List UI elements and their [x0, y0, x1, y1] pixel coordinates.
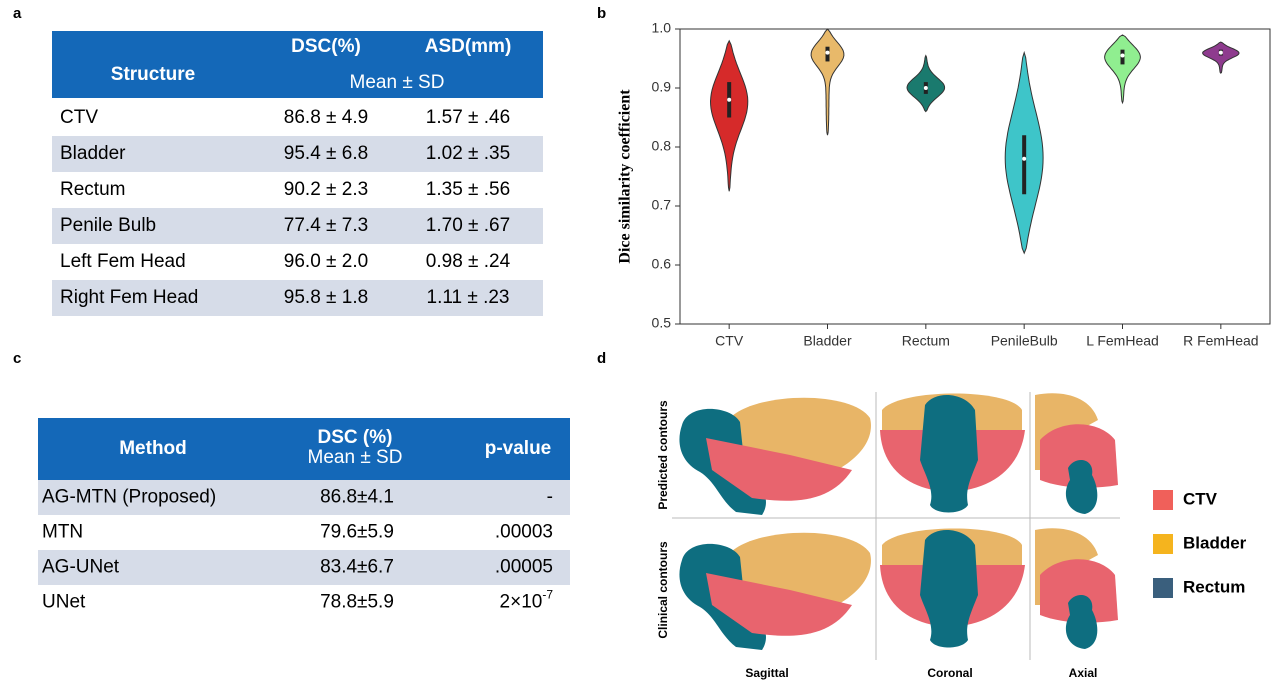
violin [811, 29, 844, 135]
x-tick-label: PenileBulb [991, 333, 1058, 349]
table-a: Structure DSC(%) ASD(mm) Mean ± SD CTV 86… [52, 31, 543, 316]
median [924, 86, 928, 90]
header-cell: DSC(%) [291, 36, 361, 57]
row-label: Predicted contours [656, 400, 670, 510]
table-cell: AG-MTN (Proposed) [42, 487, 216, 508]
panel-label: a [13, 5, 22, 22]
contour-panel: Predicted contours Clinical contours Sag… [656, 392, 1247, 680]
violin [1105, 35, 1141, 103]
table-cell: 1.11 ± .23 [427, 287, 510, 308]
legend-swatch [1153, 534, 1173, 554]
table-cell: 2×10-7 [500, 588, 554, 613]
row-label: Clinical contours [656, 541, 670, 639]
table-cell: MTN [42, 522, 83, 543]
column-label: Axial [1069, 666, 1098, 680]
figure: a b c d Structure DSC(%) ASD(mm) Mean ± … [0, 0, 1273, 685]
table-cell: 86.8 ± 4.9 [284, 107, 368, 128]
median [826, 51, 830, 55]
table-cell: UNet [42, 592, 86, 613]
table-cell: 79.6±5.9 [320, 522, 394, 543]
legend-swatch [1153, 490, 1173, 510]
header-cell: Mean ± SD [308, 447, 403, 468]
contour-row [679, 528, 1118, 650]
legend-label: CTV [1183, 489, 1218, 508]
table-cell: Right Fem Head [60, 287, 198, 308]
table-cell: 83.4±6.7 [320, 557, 394, 578]
header-cell: Mean ± SD [350, 72, 445, 93]
y-tick-label: 1.0 [652, 20, 672, 36]
table-cell: .00003 [495, 522, 553, 543]
p-base: 2×10 [500, 592, 543, 613]
table-cell: 1.02 ± .35 [426, 143, 510, 164]
legend-label: Rectum [1183, 577, 1245, 596]
table-cell: Rectum [60, 179, 125, 200]
p-exponent: -7 [542, 588, 553, 602]
header-cell: Structure [111, 64, 195, 85]
table-cell: AG-UNet [42, 557, 120, 578]
table-c: Method DSC (%) Mean ± SD p-value AG-MTN … [38, 418, 570, 613]
plot-frame [680, 29, 1270, 324]
column-label: Sagittal [745, 666, 788, 680]
table-cell: CTV [60, 107, 98, 128]
violin-chart: 0.5 0.6 0.7 0.8 0.9 1.0 Dice similarity coeffi… [617, 20, 1270, 349]
table-cell: 95.8 ± 1.8 [284, 287, 368, 308]
legend-label: Bladder [1183, 533, 1247, 552]
median [1022, 157, 1026, 161]
column-label: Coronal [927, 666, 972, 680]
table-cell: 90.2 ± 2.3 [284, 179, 368, 200]
header-cell: ASD(mm) [425, 36, 512, 57]
rectum-shape [920, 395, 978, 513]
y-tick-label: 0.8 [652, 138, 672, 154]
panel-label: b [597, 5, 606, 22]
table-cell: 86.8±4.1 [320, 487, 394, 508]
table-cell: 95.4 ± 6.8 [284, 143, 368, 164]
y-tick-label: 0.7 [652, 197, 672, 213]
header-cell: p-value [485, 438, 552, 459]
median [1219, 51, 1223, 55]
table-cell: 1.35 ± .56 [426, 179, 510, 200]
x-tick-label: Rectum [902, 333, 950, 349]
x-tick-label: Bladder [803, 333, 852, 349]
median [1121, 54, 1125, 58]
table-cell: Left Fem Head [60, 251, 186, 272]
panel-label: c [13, 350, 21, 367]
legend-swatch [1153, 578, 1173, 598]
median [727, 98, 731, 102]
table-cell: .00005 [495, 557, 553, 578]
table-cell: - [547, 487, 553, 508]
table-cell: 78.8±5.9 [320, 592, 394, 613]
table-cell: Bladder [60, 143, 126, 164]
table-cell: 1.70 ± .67 [426, 215, 510, 236]
table-cell: 96.0 ± 2.0 [284, 251, 368, 272]
x-tick-label: CTV [715, 333, 744, 349]
y-tick-label: 0.5 [652, 315, 672, 331]
y-tick-label: 0.9 [652, 79, 672, 95]
y-axis-label: Dice similarity coefficient [617, 89, 634, 264]
violin [1203, 42, 1239, 73]
header-cell: DSC (%) [318, 427, 393, 448]
table-cell: 0.98 ± .24 [426, 251, 511, 272]
legend: CTV Bladder Rectum [1153, 489, 1247, 598]
contour-row [679, 393, 1118, 515]
x-tick-label: L FemHead [1086, 333, 1159, 349]
table-cell: Penile Bulb [60, 215, 156, 236]
table-cell: 77.4 ± 7.3 [284, 215, 368, 236]
panel-label: d [597, 350, 606, 367]
table-cell: 1.57 ± .46 [426, 107, 510, 128]
y-tick-label: 0.6 [652, 256, 672, 272]
header-cell: Method [119, 438, 187, 459]
x-tick-label: R FemHead [1183, 333, 1258, 349]
